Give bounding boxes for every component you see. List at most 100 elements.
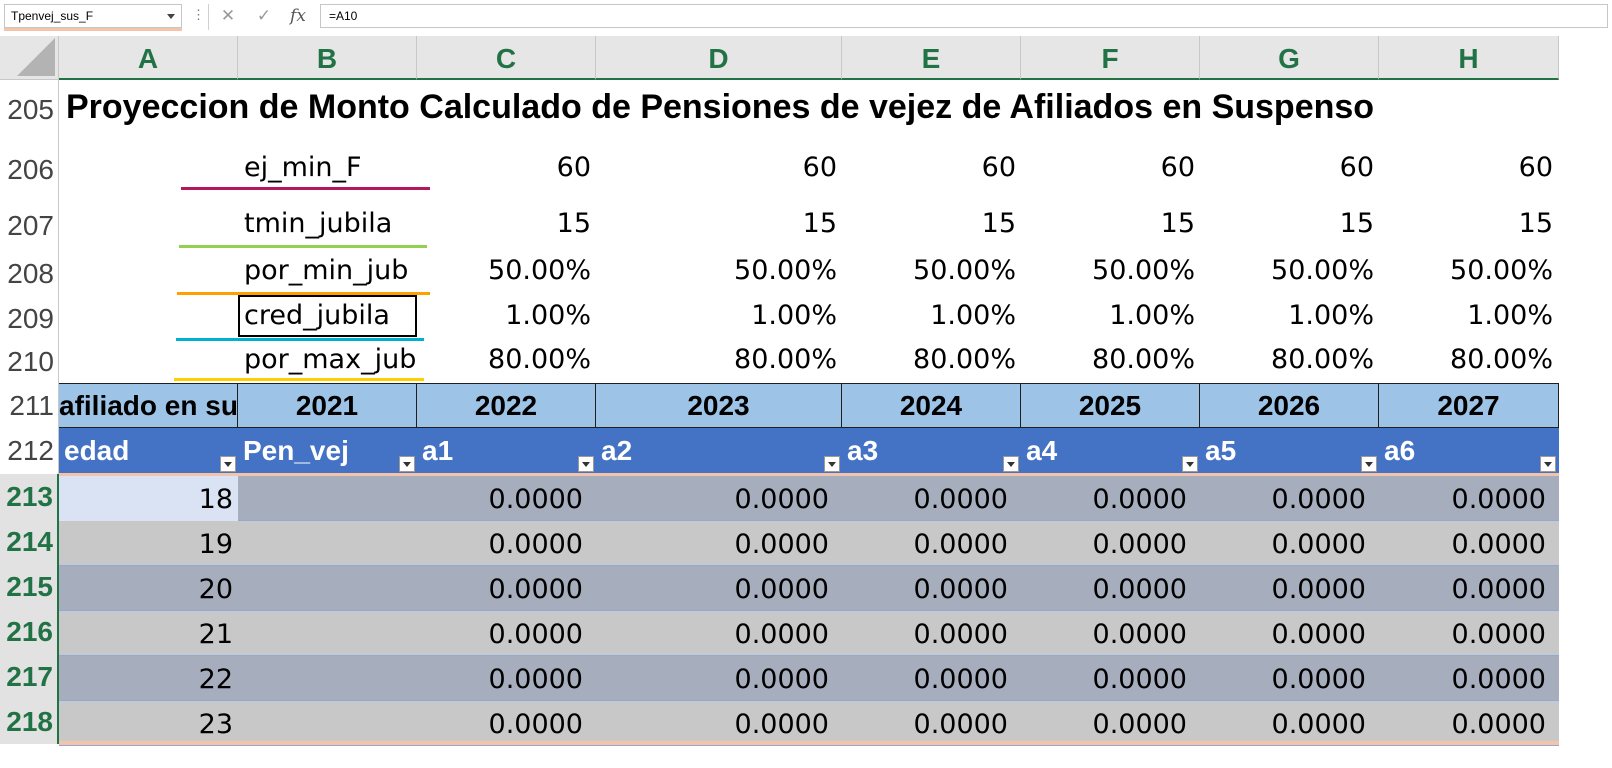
param-value[interactable]: 60 [1160, 152, 1195, 183]
cell-value[interactable]: 0.0000 [913, 619, 1008, 650]
table-header-a6[interactable]: a6 [1384, 435, 1416, 466]
row-header-211[interactable]: 211 [0, 383, 59, 428]
insert-function-icon[interactable]: fx [290, 6, 306, 26]
cell-value[interactable]: 0.0000 [488, 664, 583, 695]
row-header-208[interactable]: 208 [0, 251, 59, 296]
row-header-217[interactable]: 217 [0, 654, 59, 699]
param-value[interactable]: 50.00% [1450, 255, 1553, 286]
cell-value[interactable]: 0.0000 [1271, 664, 1366, 695]
column-header-e[interactable]: E [842, 36, 1021, 80]
table-header-a4[interactable]: a4 [1026, 435, 1058, 466]
param-value[interactable]: 60 [802, 152, 837, 183]
cell-value[interactable]: 0.0000 [1451, 709, 1546, 740]
cell-edad[interactable]: 18 [198, 484, 233, 515]
row-header-212[interactable]: 212 [0, 428, 59, 474]
sheet-title[interactable]: Proyeccion de Monto Calculado de Pension… [66, 88, 1375, 126]
row-header-215[interactable]: 215 [0, 564, 59, 609]
param-value[interactable]: 1.00% [505, 300, 591, 331]
row-header-206[interactable]: 206 [0, 140, 59, 200]
column-header-d[interactable]: D [596, 36, 842, 80]
row-header-205[interactable]: 205 [0, 80, 59, 140]
cell-edad[interactable]: 20 [198, 574, 233, 605]
cell-value[interactable]: 0.0000 [1451, 574, 1546, 605]
cell-value[interactable]: 0.0000 [1092, 529, 1187, 560]
param-value[interactable]: 1.00% [1467, 300, 1553, 331]
cell-value[interactable]: 0.0000 [1271, 619, 1366, 650]
cancel-icon[interactable]: ✕ [220, 6, 236, 26]
table-header-a2[interactable]: a2 [601, 435, 633, 466]
row-header-213[interactable]: 213 [0, 474, 59, 519]
param-value[interactable]: 1.00% [930, 300, 1016, 331]
cell-value[interactable]: 0.0000 [734, 664, 829, 695]
year-cell[interactable]: 2024 [842, 383, 1021, 428]
param-value[interactable]: 50.00% [1271, 255, 1374, 286]
param-value[interactable]: 80.00% [913, 344, 1016, 375]
param-value[interactable]: 60 [1518, 152, 1553, 183]
cell-edad[interactable]: 21 [198, 619, 233, 650]
param-label-tmin-jubila[interactable]: tmin_jubila [244, 208, 393, 239]
year-cell[interactable]: 2025 [1021, 383, 1200, 428]
param-value[interactable]: 80.00% [488, 344, 591, 375]
cell-value[interactable]: 0.0000 [734, 619, 829, 650]
param-value[interactable]: 50.00% [1092, 255, 1195, 286]
row-header-216[interactable]: 216 [0, 609, 59, 654]
filter-dropdown-icon[interactable] [1003, 456, 1019, 472]
year-cell[interactable]: 2026 [1200, 383, 1379, 428]
param-value[interactable]: 15 [1339, 208, 1374, 239]
table-header-a5[interactable]: a5 [1205, 435, 1237, 466]
row-header-218[interactable]: 218 [0, 699, 59, 744]
year-cell[interactable]: 2022 [417, 383, 596, 428]
column-header-g[interactable]: G [1200, 36, 1379, 80]
cell-value[interactable]: 0.0000 [488, 619, 583, 650]
cell-edad[interactable]: 23 [198, 709, 233, 740]
param-value[interactable]: 80.00% [1450, 344, 1553, 375]
cell-value[interactable]: 0.0000 [1451, 529, 1546, 560]
param-value[interactable]: 15 [1160, 208, 1195, 239]
param-value[interactable]: 80.00% [1092, 344, 1195, 375]
cell-value[interactable]: 0.0000 [1451, 619, 1546, 650]
filter-dropdown-icon[interactable] [399, 456, 415, 472]
row-header-210[interactable]: 210 [0, 341, 59, 383]
year-cell[interactable]: 2027 [1379, 383, 1559, 428]
param-value[interactable]: 80.00% [1271, 344, 1374, 375]
cell-value[interactable]: 0.0000 [913, 574, 1008, 605]
cell-value[interactable]: 0.0000 [1092, 664, 1187, 695]
param-value[interactable]: 1.00% [1288, 300, 1374, 331]
cell-value[interactable]: 0.0000 [1451, 664, 1546, 695]
row-header-207[interactable]: 207 [0, 200, 59, 251]
cell-edad[interactable]: 19 [198, 529, 233, 560]
cell-value[interactable]: 0.0000 [1271, 484, 1366, 515]
cell-value[interactable]: 0.0000 [1451, 484, 1546, 515]
param-value[interactable]: 15 [556, 208, 591, 239]
param-label-ej-min-f[interactable]: ej_min_F [244, 152, 362, 183]
param-value[interactable]: 1.00% [1109, 300, 1195, 331]
cell-value[interactable]: 0.0000 [1271, 709, 1366, 740]
cell-value[interactable]: 0.0000 [1092, 574, 1187, 605]
param-label-por-max-jub[interactable]: por_max_jub [244, 344, 417, 375]
param-value[interactable]: 60 [981, 152, 1016, 183]
column-header-a[interactable]: A [59, 36, 238, 80]
filter-dropdown-icon[interactable] [220, 456, 236, 472]
filter-dropdown-icon[interactable] [1361, 456, 1377, 472]
filter-dropdown-icon[interactable] [1182, 456, 1198, 472]
param-value[interactable]: 15 [802, 208, 837, 239]
param-value[interactable]: 50.00% [913, 255, 1016, 286]
param-label-por-min-jub[interactable]: por_min_jub [244, 255, 409, 286]
param-value[interactable]: 60 [1339, 152, 1374, 183]
cell-edad[interactable]: 22 [198, 664, 233, 695]
column-header-b[interactable]: B [238, 36, 417, 80]
enter-icon[interactable]: ✓ [256, 6, 272, 26]
chevron-down-icon[interactable] [167, 14, 175, 19]
cell-value[interactable]: 0.0000 [1092, 619, 1187, 650]
cell-value[interactable]: 0.0000 [1271, 574, 1366, 605]
param-value[interactable]: 50.00% [734, 255, 837, 286]
cell-value[interactable]: 0.0000 [913, 484, 1008, 515]
column-header-c[interactable]: C [417, 36, 596, 80]
year-cell[interactable]: 2023 [596, 383, 842, 428]
formula-input[interactable]: =A10 [320, 4, 1608, 28]
cell-value[interactable]: 0.0000 [913, 709, 1008, 740]
name-box[interactable]: Tpenvej_sus_F [4, 4, 182, 28]
cell-value[interactable]: 0.0000 [734, 709, 829, 740]
year-cell-label[interactable]: afiliado en su [59, 383, 238, 428]
year-cell[interactable]: 2021 [238, 383, 417, 428]
